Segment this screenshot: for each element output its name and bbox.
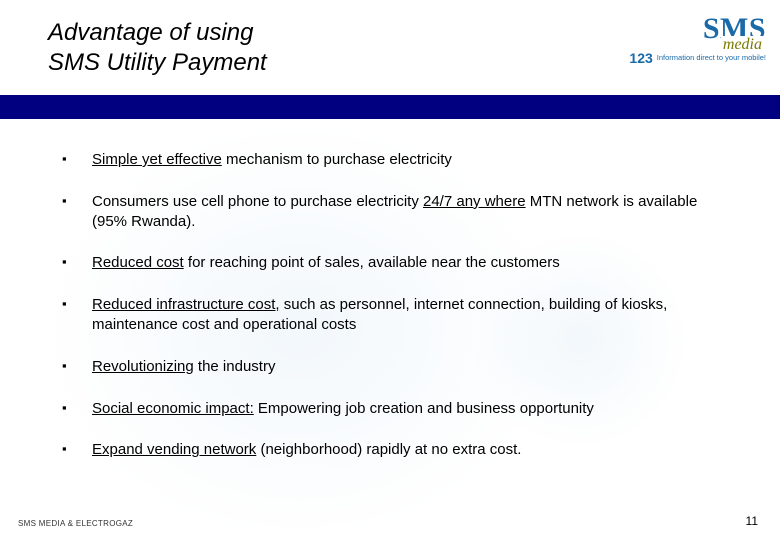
logo-number: 123 <box>629 50 652 66</box>
list-item: Revolutionizing the industry <box>62 357 732 377</box>
logo: SMS media 123Information direct to your … <box>586 14 766 66</box>
bullet-list: Simple yet effective mechanism to purcha… <box>62 150 732 460</box>
bullet-underline: Reduced infrastructure cost, <box>92 296 280 313</box>
body: Simple yet effective mechanism to purcha… <box>62 150 732 482</box>
bullet-text: mechanism to purchase electricity <box>222 151 452 168</box>
title-band <box>0 95 780 119</box>
bullet-underline: Simple yet effective <box>92 151 222 168</box>
bullet-underline: Expand vending network <box>92 441 256 458</box>
list-item: Reduced cost for reaching point of sales… <box>62 253 732 273</box>
bullet-underline: Reduced cost <box>92 254 184 271</box>
bullet-underline: Revolutionizing <box>92 358 194 375</box>
bullet-text: (neighborhood) rapidly at no extra cost. <box>256 441 521 458</box>
bullet-underline: Social economic impact: <box>92 400 254 417</box>
bullet-text: for reaching point of sales, available n… <box>184 254 560 271</box>
footer-label: SMS MEDIA & ELECTROGAZ <box>18 519 133 528</box>
header: Advantage of using SMS Utility Payment S… <box>0 0 780 98</box>
title-line-2: SMS Utility Payment <box>48 49 267 76</box>
bullet-underline: 24/7 any where <box>423 193 526 210</box>
logo-sub-text: media <box>721 36 764 54</box>
list-item: Simple yet effective mechanism to purcha… <box>62 150 732 170</box>
bullet-text: Empowering job creation and business opp… <box>254 400 594 417</box>
list-item: Reduced infrastructure cost, such as per… <box>62 295 732 335</box>
page-number: 11 <box>746 514 758 528</box>
logo-tagline-text: Information direct to your mobile! <box>657 53 766 62</box>
list-item: Social economic impact: Empowering job c… <box>62 399 732 419</box>
bullet-text: Consumers use cell phone to purchase ele… <box>92 193 423 210</box>
list-item: Expand vending network (neighborhood) ra… <box>62 440 732 460</box>
bullet-text: the industry <box>194 358 276 375</box>
list-item: Consumers use cell phone to purchase ele… <box>62 192 732 232</box>
title-line-1: Advantage of using <box>48 19 254 46</box>
slide: Advantage of using SMS Utility Payment S… <box>0 0 780 540</box>
